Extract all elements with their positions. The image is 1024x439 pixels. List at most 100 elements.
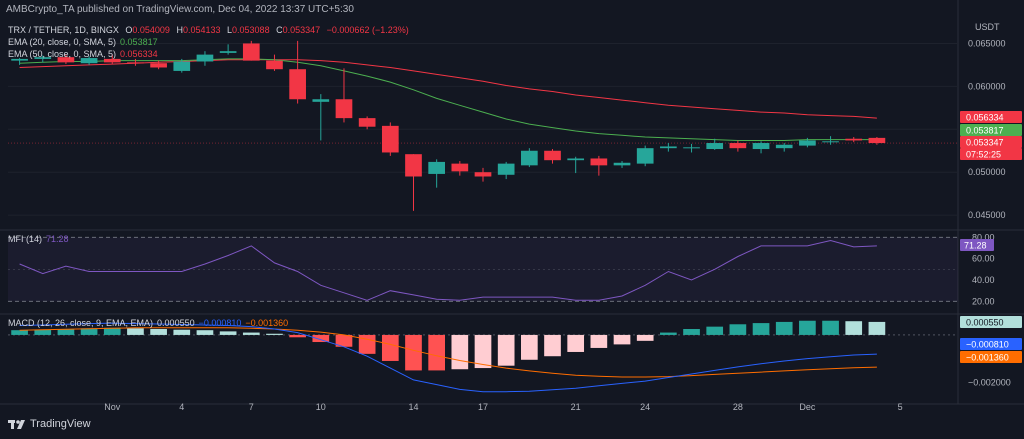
candle-body <box>474 172 492 177</box>
last-price-badge: 0.053347 <box>960 136 1022 148</box>
macd-histogram-bar <box>57 329 75 335</box>
macd-histogram-bar <box>567 334 585 352</box>
macd-histogram-bar <box>381 334 399 361</box>
macd-histogram-bar <box>544 334 561 357</box>
ema20-price-badge-bg <box>960 124 1022 136</box>
time-tick-label: 21 <box>571 402 581 412</box>
macd-tick-label: −0.002000 <box>968 377 1011 387</box>
macd-line-badge-text: −0.000810 <box>966 340 1009 350</box>
candle-body <box>799 140 816 146</box>
ema20-line <box>19 58 877 141</box>
candle-body <box>57 57 75 63</box>
macd-histogram-bar <box>474 334 492 369</box>
macd-hist-badge-text: 0.000550 <box>966 318 1004 328</box>
macd-signal-value: −0.001360 <box>245 318 289 328</box>
last-price-badge-bg <box>960 136 1022 148</box>
close-label: C <box>276 25 283 35</box>
macd-line-badge: −0.000810 <box>960 338 1022 350</box>
ema20-legend[interactable]: EMA (20, close, 0, SMA, 5) 0.053817 <box>8 37 162 48</box>
macd-legend[interactable]: MACD (12, 26, close, 9, EMA, EMA) 0.00055… <box>8 318 292 329</box>
mfi-legend[interactable]: MFI (14) 71.28 <box>8 234 73 245</box>
macd-hist-badge-bg <box>960 316 1022 328</box>
candle-body <box>266 60 283 70</box>
ema50-price-badge: 0.056334 <box>960 111 1022 123</box>
low-label: L <box>227 25 233 35</box>
countdown-badge-text: 07:52:25 <box>966 150 1001 160</box>
candle-body <box>729 143 747 149</box>
open-value: 0.054009 <box>132 25 170 35</box>
tradingview-brand[interactable]: TradingView <box>8 418 91 430</box>
time-tick-label: 24 <box>640 402 650 412</box>
macd-signal-badge: −0.001360 <box>960 351 1022 363</box>
macd-histogram-bar <box>150 329 167 335</box>
low-value: 0.053088 <box>232 25 270 35</box>
mfi-value-badge: 71.28 <box>960 239 994 251</box>
brand-label: TradingView <box>30 418 91 430</box>
macd-hist-badge: 0.000550 <box>960 316 1022 328</box>
macd-histogram-bar <box>590 334 608 348</box>
macd-histogram-bar <box>451 334 469 370</box>
macd-histogram-bar <box>173 329 191 335</box>
candle-body <box>219 51 237 53</box>
macd-histogram-bar <box>289 334 306 338</box>
time-tick-label: 5 <box>898 402 903 412</box>
candle-body <box>150 63 167 68</box>
candle-body <box>312 99 330 102</box>
time-tick-label: 4 <box>179 402 184 412</box>
macd-histogram-bar <box>868 321 886 335</box>
candle-body <box>335 99 353 119</box>
mfi-value-badge-bg <box>960 239 994 251</box>
macd-signal-line <box>19 327 877 378</box>
symbol-label[interactable]: TRX / TETHER, 1D, BINGX <box>8 25 119 35</box>
macd-signal-badge-text: −0.001360 <box>966 353 1009 363</box>
time-tick-label: 7 <box>249 402 254 412</box>
ema50-label: EMA (50, close, 0, SMA, 5) <box>8 49 117 59</box>
ema50-line <box>19 59 877 119</box>
ema20-value: 0.053817 <box>120 37 158 47</box>
candle-body <box>173 61 191 71</box>
price-tick-label: 0.060000 <box>968 81 1006 91</box>
candle-body <box>590 158 608 166</box>
macd-histogram-bar <box>242 332 260 335</box>
candle-body <box>196 54 214 62</box>
macd-label: MACD (12, 26, close, 9, EMA, EMA) <box>8 318 154 328</box>
macd-histogram-bar <box>845 321 863 335</box>
ema20-label: EMA (20, close, 0, SMA, 5) <box>8 37 117 47</box>
macd-histogram-bar <box>636 334 654 341</box>
candle-body <box>127 62 144 64</box>
macd-histogram-bar <box>822 320 839 335</box>
macd-histogram-bar <box>799 320 816 335</box>
time-tick-label: 17 <box>478 402 488 412</box>
candle-body <box>544 150 561 161</box>
mfi-value: 71.28 <box>46 234 69 244</box>
macd-histogram-bar <box>613 334 631 345</box>
macd-line-value: −0.000810 <box>198 318 242 328</box>
change-value: −0.000662 (−1.23%) <box>326 25 409 35</box>
macd-histogram-bar <box>405 334 422 371</box>
candle-body <box>80 58 98 64</box>
candle-body <box>103 58 121 63</box>
macd-histogram-bar <box>219 331 237 335</box>
tradingview-logo-icon <box>8 420 25 429</box>
countdown-badge: 07:52:25 <box>960 148 1022 160</box>
mfi-tick-label: 40.00 <box>972 275 995 285</box>
candle-body <box>34 57 52 59</box>
mfi-tick-label: 20.00 <box>972 296 995 306</box>
candle-body <box>660 146 677 149</box>
time-tick-label: 10 <box>316 402 326 412</box>
mfi-line <box>19 239 877 301</box>
macd-histogram-bar <box>127 328 144 335</box>
macd-histogram-bar <box>103 327 121 335</box>
candle-body <box>289 69 306 100</box>
macd-histogram-bar <box>80 328 98 335</box>
price-tick-label: 0.050000 <box>968 167 1006 177</box>
time-tick-label: 14 <box>408 402 418 412</box>
candle-body <box>706 143 724 150</box>
candle-body <box>11 58 28 61</box>
ema20-price-badge-text: 0.053817 <box>966 126 1004 136</box>
macd-histogram-bar <box>660 332 677 335</box>
time-tick-label: Dec <box>799 402 816 412</box>
ema50-legend[interactable]: EMA (50, close, 0, SMA, 5) 0.056334 <box>8 49 162 60</box>
